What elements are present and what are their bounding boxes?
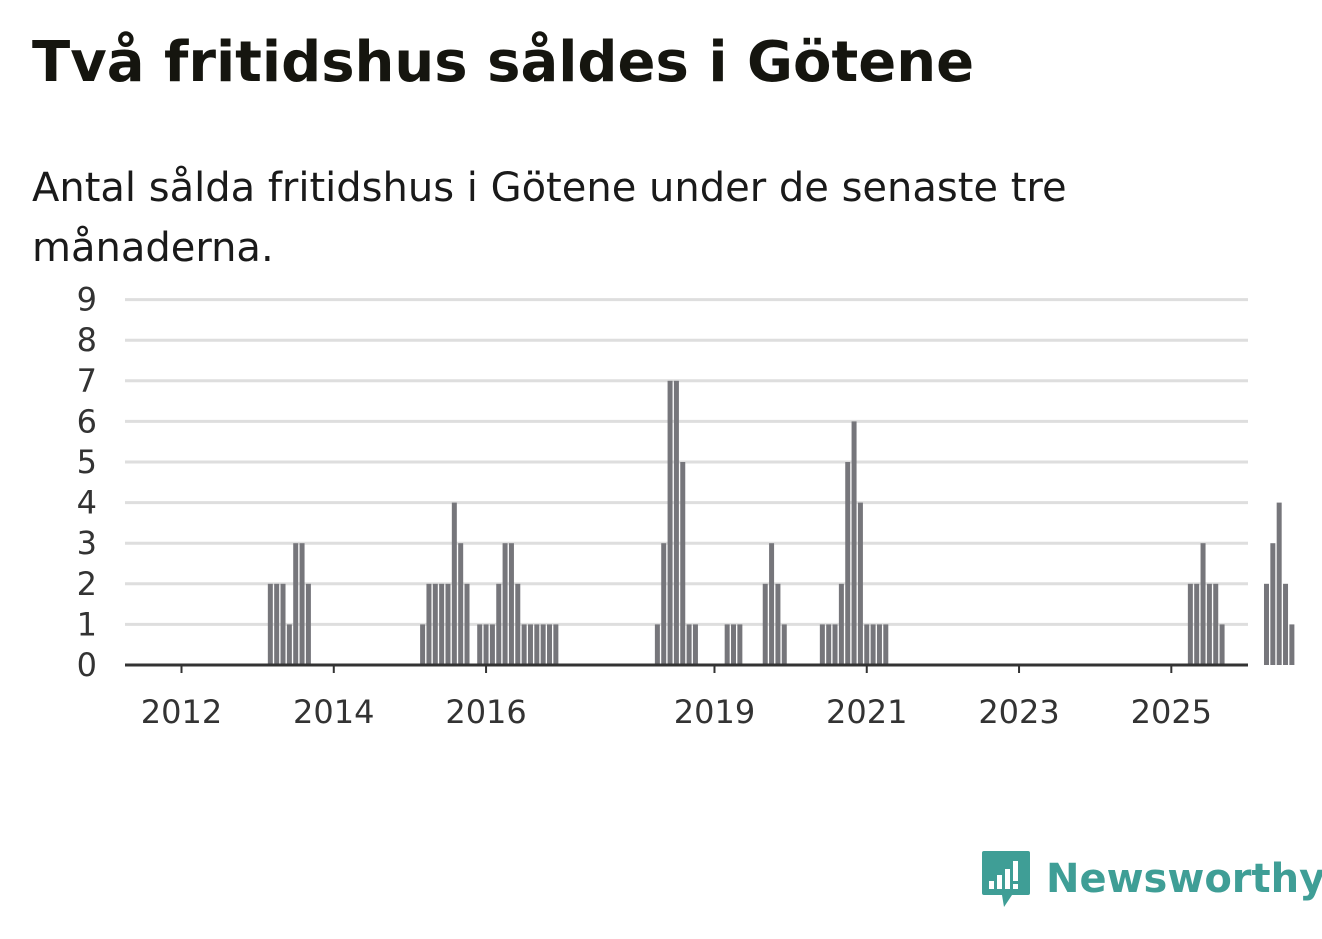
- bar: [1219, 624, 1225, 665]
- bar: [781, 624, 787, 665]
- bar: [540, 624, 546, 665]
- y-tick-label: 5: [77, 443, 97, 481]
- x-tick-label: 2016: [445, 693, 526, 731]
- y-tick-label: 8: [77, 321, 97, 359]
- bar: [819, 624, 825, 665]
- bar: [293, 543, 299, 665]
- chart-title: Två fritidshus såldes i Götene: [32, 30, 975, 95]
- bar: [654, 624, 660, 665]
- bar: [299, 543, 305, 665]
- bar: [527, 624, 533, 665]
- chart-subtitle: Antal sålda fritidshus i Götene under de…: [32, 165, 1067, 271]
- bar: [458, 543, 464, 665]
- bar: [692, 624, 698, 665]
- bar: [547, 624, 553, 665]
- brand-name: Newsworthy: [1046, 856, 1322, 902]
- bar: [1270, 543, 1276, 665]
- grid-lines: [125, 298, 1248, 626]
- bar: [851, 421, 857, 665]
- bar: [1276, 502, 1282, 665]
- bar: [769, 543, 775, 665]
- bar: [1206, 583, 1212, 665]
- y-tick-label: 3: [77, 524, 97, 562]
- bar: [305, 583, 311, 665]
- y-tick-label: 4: [77, 484, 97, 522]
- y-tick-label: 0: [77, 646, 97, 684]
- newsworthy-logo-icon: [982, 851, 1030, 907]
- bar: [1263, 583, 1269, 665]
- bar: [439, 583, 445, 665]
- bar: [857, 502, 863, 665]
- x-axis: 2012 2014 2016 2019 2021 2023 2025: [125, 663, 1248, 731]
- y-tick-label: 2: [77, 565, 97, 603]
- bar: [832, 624, 838, 665]
- bar: [1187, 583, 1193, 665]
- bar: [420, 624, 426, 665]
- bar: [762, 583, 768, 665]
- bar: [838, 583, 844, 665]
- bar: [432, 583, 438, 665]
- bar: [737, 624, 743, 665]
- bar: [451, 502, 457, 665]
- newsworthy-logo: Newsworthy: [980, 848, 1322, 910]
- bar: [274, 583, 280, 665]
- bar: [521, 624, 527, 665]
- bar: [267, 583, 273, 665]
- bar: [876, 624, 882, 665]
- x-tick-label: 2023: [978, 693, 1059, 731]
- bar: [1213, 583, 1219, 665]
- bar: [515, 583, 521, 665]
- x-tick-label: 2014: [293, 693, 374, 731]
- bar: [502, 543, 508, 665]
- bar: [426, 583, 432, 665]
- bar: [864, 624, 870, 665]
- bar: [661, 543, 667, 665]
- y-tick-label: 7: [77, 362, 97, 400]
- bar: [883, 624, 889, 665]
- bar: [489, 624, 495, 665]
- bar: [280, 583, 286, 665]
- x-tick-label: 2019: [674, 693, 755, 731]
- bar: [496, 583, 502, 665]
- bar: [553, 624, 559, 665]
- bar: [826, 624, 832, 665]
- bars: [267, 380, 1295, 665]
- y-tick-label: 1: [77, 605, 97, 643]
- bar: [680, 462, 686, 665]
- bar: [1200, 543, 1206, 665]
- x-tick-label: 2021: [826, 693, 907, 731]
- bar: [724, 624, 730, 665]
- bar: [286, 624, 292, 665]
- bar: [445, 583, 451, 665]
- bar: [1289, 624, 1295, 665]
- y-tick-label: 9: [77, 281, 97, 319]
- x-tick-label: 2025: [1131, 693, 1212, 731]
- bar: [483, 624, 489, 665]
- bar: [508, 543, 514, 665]
- bar: [1194, 583, 1200, 665]
- bar: [477, 624, 483, 665]
- bar: [1283, 583, 1289, 665]
- bar: [534, 624, 540, 665]
- bar: [731, 624, 737, 665]
- y-tick-label: 6: [77, 402, 97, 440]
- bar: [845, 462, 851, 665]
- bar: [870, 624, 876, 665]
- bar: [464, 583, 470, 665]
- bar: [775, 583, 781, 665]
- bar: [673, 380, 679, 665]
- bar: [686, 624, 692, 665]
- bar: [667, 380, 673, 665]
- x-tick-label: 2012: [141, 693, 222, 731]
